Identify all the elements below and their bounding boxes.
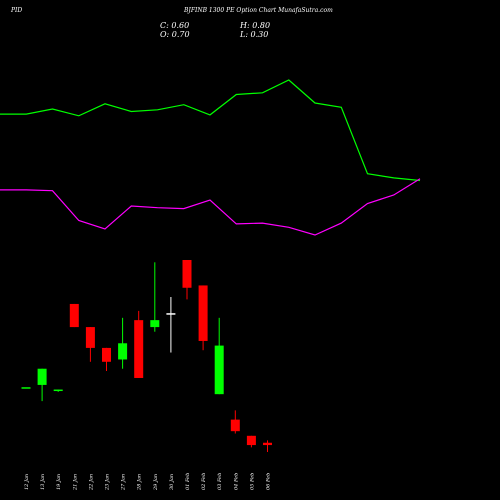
candle-10: [166, 297, 176, 353]
candle-body: [214, 345, 224, 395]
candle-body: [134, 320, 144, 378]
candle-14: [230, 410, 240, 434]
date-label: 30 Jan: [169, 474, 175, 490]
candle-6: [102, 347, 111, 372]
date-label: 05 Feb: [249, 473, 255, 490]
date-label: 27 Jan: [121, 474, 127, 491]
candle-body: [102, 347, 111, 362]
candle-1: [21, 387, 31, 389]
candle-7: [118, 317, 128, 369]
chart-subtitle: BJFINB 1300 PE Option Chart MunafaSutra.…: [184, 7, 333, 14]
high-value: H: 0.80: [240, 21, 271, 30]
date-label: 19 Jan: [56, 474, 62, 490]
indicator-line-2: [0, 178, 421, 236]
candle-body: [69, 303, 79, 328]
candle-12: [198, 285, 208, 351]
indicator-lines: [0, 79, 421, 236]
date-label: 02 Feb: [201, 473, 207, 490]
candle-body: [53, 389, 63, 392]
candle-2: [37, 368, 47, 402]
candle-4: [69, 303, 79, 328]
candle-5: [85, 327, 95, 362]
candle-body: [198, 285, 208, 341]
date-label: 22 Jan: [88, 474, 94, 491]
date-label: 03 Feb: [217, 473, 223, 490]
candle-11: [182, 260, 192, 300]
date-axis: 12 Jan 13 Jan 19 Jan 21 Jan 22 Jan 23 Jan 27 J…: [24, 473, 272, 491]
close-value: C: 0.60: [160, 21, 190, 30]
date-label: 21 Jan: [72, 474, 78, 491]
date-label: 12 Jan: [24, 474, 30, 490]
candle-body: [166, 313, 176, 315]
candle-16: [263, 440, 272, 452]
candle-body: [37, 368, 47, 385]
indicator-line-1: [0, 79, 421, 182]
candle-15: [246, 435, 256, 448]
candle-13: [214, 317, 224, 395]
candle-body: [85, 327, 95, 348]
candle-body: [246, 435, 256, 446]
low-value: L: 0.30: [240, 30, 269, 39]
candle-8: [134, 310, 144, 378]
candle-9: [150, 262, 160, 332]
date-label: 13 Jan: [40, 474, 46, 490]
candle-body: [263, 442, 272, 446]
open-value: O: 0.70: [160, 30, 190, 39]
ticker-label: PID: [11, 7, 23, 14]
date-label: 04 Feb: [233, 473, 239, 490]
date-label: 06 Feb: [266, 473, 272, 490]
candle-body: [21, 387, 31, 389]
candle-body: [182, 260, 192, 288]
date-label: 01 Feb: [185, 473, 191, 490]
candle-body: [150, 320, 160, 328]
candles: [21, 260, 272, 452]
date-label: 28 Jan: [137, 474, 143, 491]
date-label: 29 Jan: [153, 474, 159, 491]
candle-body: [118, 343, 128, 360]
candle-body: [230, 419, 240, 432]
candle-3: [53, 389, 63, 392]
date-label: 23 Jan: [105, 474, 111, 491]
